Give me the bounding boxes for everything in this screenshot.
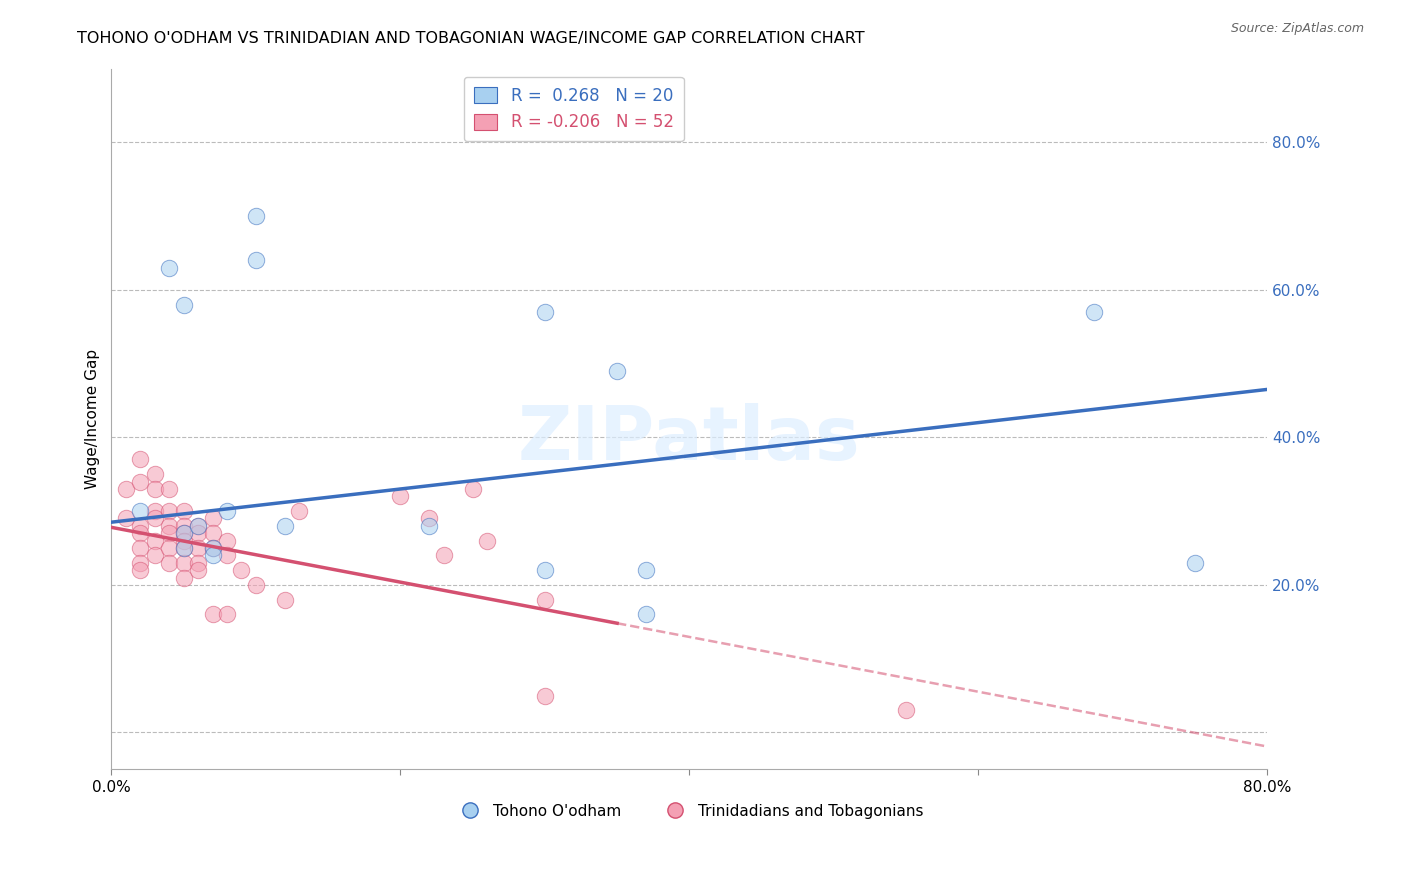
Point [187,519,209,533]
Point [418,519,440,533]
Point [129,556,152,570]
Point [143,482,166,496]
Point [129,541,152,555]
Point [201,549,224,563]
Point [274,592,297,607]
Point [418,511,440,525]
Point [389,489,412,503]
Point [143,533,166,548]
Point [129,475,152,489]
Point [245,578,267,592]
Point [201,511,224,525]
Point [129,452,152,467]
Point [157,556,180,570]
Point [634,563,657,577]
Point [245,209,267,223]
Point [173,556,195,570]
Point [173,541,195,555]
Point [475,533,498,548]
Point [187,556,209,570]
Point [245,253,267,268]
Point [606,364,628,378]
Point [129,504,152,518]
Point [157,504,180,518]
Point [288,504,311,518]
Point [894,703,917,717]
Point [461,482,484,496]
Point [215,607,238,622]
Point [143,549,166,563]
Point [215,549,238,563]
Point [143,504,166,518]
Point [201,526,224,541]
Point [173,504,195,518]
Point [274,519,297,533]
Point [115,482,138,496]
Point [157,260,180,275]
Point [201,607,224,622]
Point [534,563,557,577]
Point [173,526,195,541]
Point [534,305,557,319]
Point [1184,556,1206,570]
Point [157,526,180,541]
Point [187,519,209,533]
Point [634,607,657,622]
Point [1083,305,1105,319]
Point [173,526,195,541]
Text: Source: ZipAtlas.com: Source: ZipAtlas.com [1230,22,1364,36]
Point [187,526,209,541]
Legend: Tohono O'odham, Trinidadians and Tobagonians: Tohono O'odham, Trinidadians and Tobagon… [449,797,929,825]
Point [215,504,238,518]
Y-axis label: Wage/Income Gap: Wage/Income Gap [86,349,100,489]
Point [157,541,180,555]
Point [143,467,166,482]
Point [231,563,253,577]
Point [173,541,195,555]
Point [115,511,138,525]
Point [173,297,195,311]
Point [187,541,209,555]
Point [173,533,195,548]
Point [143,511,166,525]
Point [129,526,152,541]
Point [157,482,180,496]
Text: ZIPatlas: ZIPatlas [517,403,860,476]
Point [173,519,195,533]
Point [534,592,557,607]
Point [157,519,180,533]
Point [129,563,152,577]
Point [534,689,557,703]
Point [433,549,456,563]
Point [187,563,209,577]
Point [201,541,224,555]
Point [173,570,195,584]
Text: TOHONO O'ODHAM VS TRINIDADIAN AND TOBAGONIAN WAGE/INCOME GAP CORRELATION CHART: TOHONO O'ODHAM VS TRINIDADIAN AND TOBAGO… [77,31,865,46]
Point [129,519,152,533]
Point [215,533,238,548]
Point [201,541,224,555]
